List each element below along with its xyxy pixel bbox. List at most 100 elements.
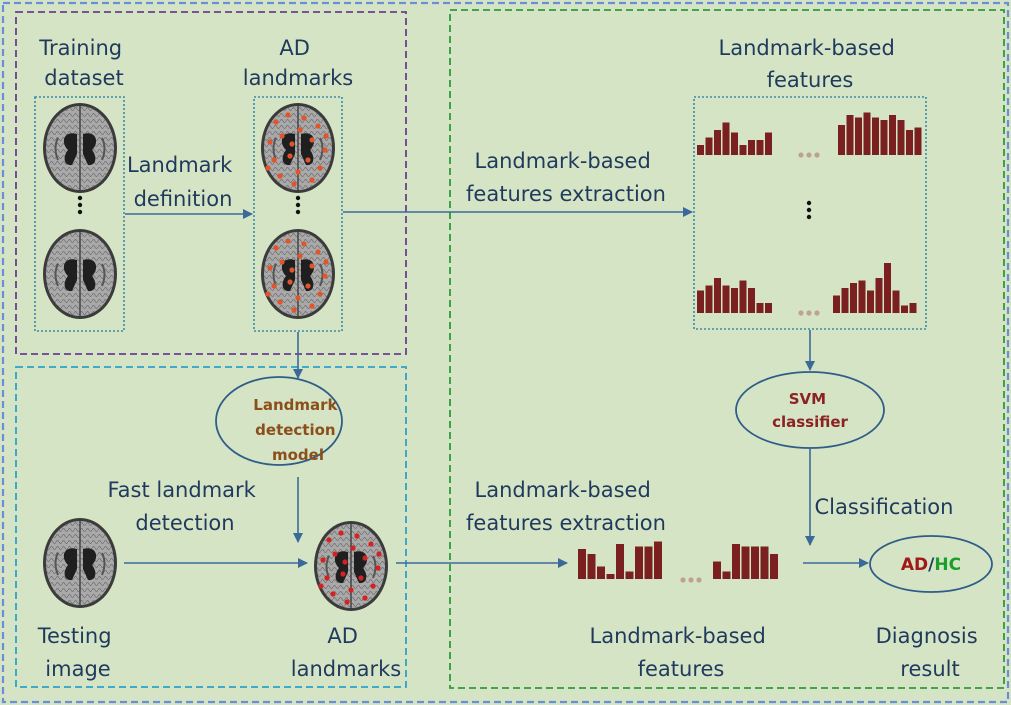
diagnosis-result-node <box>869 535 993 593</box>
histogram-bar <box>731 288 738 313</box>
detected-landmark-brain <box>313 520 389 612</box>
label-detection-model: Landmark detection model <box>253 396 342 464</box>
histogram-bar <box>901 305 908 313</box>
histogram-top-row1-left <box>697 122 772 155</box>
histogram-bar <box>597 566 605 579</box>
label-training-dataset: Training dataset <box>38 36 129 90</box>
training-frame <box>15 11 407 355</box>
label-result-ad-hc: AD/HC <box>901 555 961 575</box>
label-landmark-definition: Landmark definition <box>127 153 239 211</box>
horizontal-ellipsis-bottom <box>680 577 702 583</box>
label-features-extraction-bottom: Landmark-based features extraction <box>466 478 666 535</box>
histogram-bar <box>722 122 730 155</box>
histogram-bar <box>850 283 857 313</box>
histogram-bar <box>713 561 721 579</box>
histogram-bar <box>722 571 731 579</box>
horizontal-ellipsis-row2 <box>798 310 820 316</box>
result-ad-text: AD <box>901 555 928 575</box>
histogram-bar <box>587 554 596 579</box>
histogram-bar <box>748 140 755 155</box>
histogram-bar <box>654 541 662 579</box>
histogram-bar <box>625 571 634 579</box>
vertical-ellipsis-features <box>806 200 812 220</box>
histogram-bar <box>909 303 917 313</box>
label-testing-image: Testing image <box>37 624 119 681</box>
histogram-bar <box>760 546 769 579</box>
histogram-bar <box>855 117 862 155</box>
histogram-bar <box>906 130 913 155</box>
histogram-bar <box>697 290 704 313</box>
histogram-bar <box>739 145 747 155</box>
vertical-ellipsis-training <box>77 195 83 215</box>
features-box <box>693 96 927 330</box>
label-svm-classifier: SVM classifier <box>772 390 848 431</box>
label-classification: Classification <box>815 495 954 519</box>
histogram-top-row2-left <box>697 278 772 313</box>
histogram-bar <box>714 130 721 155</box>
histogram-bar <box>863 112 871 155</box>
histogram-bar <box>833 295 840 313</box>
label-landmark-features-top: Landmark-based features <box>719 36 902 92</box>
ad-landmarks-box <box>253 96 343 332</box>
histogram-bar <box>889 115 896 155</box>
histogram-bottom-right <box>713 544 778 579</box>
histogram-bar <box>714 278 721 313</box>
histogram-bar <box>731 132 738 155</box>
histogram-bar <box>606 574 615 579</box>
histogram-bar <box>722 285 730 313</box>
histogram-bar <box>880 120 888 155</box>
histogram-top-row2-right <box>833 263 917 313</box>
histogram-bar <box>739 280 747 313</box>
histogram-bar <box>748 288 755 313</box>
histogram-bar <box>875 278 883 313</box>
vertical-ellipsis-landmarks <box>295 195 301 215</box>
histogram-bar <box>635 546 643 579</box>
histogram-bar <box>732 544 740 579</box>
training-images-box <box>34 96 125 332</box>
histogram-bar <box>705 285 713 313</box>
testing-brain <box>42 517 118 609</box>
histogram-bar <box>770 554 778 579</box>
histogram-bar <box>892 290 900 313</box>
histogram-bar <box>756 140 764 155</box>
histogram-bar <box>697 145 704 155</box>
histogram-bar <box>841 288 849 313</box>
result-separator: / <box>928 555 935 575</box>
training-brain-2 <box>42 228 118 320</box>
histogram-bottom-left <box>578 541 662 579</box>
histogram-bar <box>914 127 922 155</box>
histogram-bar <box>838 125 845 155</box>
result-hc-text: HC <box>934 555 961 575</box>
histogram-bar <box>705 137 713 155</box>
histogram-bar <box>884 263 891 313</box>
histogram-bar <box>897 120 905 155</box>
training-brain-1 <box>42 102 118 194</box>
histogram-bar <box>858 280 866 313</box>
histogram-bar <box>872 117 879 155</box>
label-features-extraction-top: Landmark-based features extraction <box>466 149 666 206</box>
histogram-top-row1-right <box>838 112 922 155</box>
label-diagnosis-result: Diagnosis result <box>876 624 985 681</box>
label-ad-landmarks-bottom: AD landmarks <box>291 624 401 681</box>
histogram-bar <box>846 115 854 155</box>
label-landmark-features-bottom: Landmark-based features <box>590 624 773 681</box>
classification-frame <box>449 9 1005 689</box>
testing-frame <box>15 366 407 688</box>
horizontal-ellipsis-row1 <box>798 152 820 158</box>
histogram-bar <box>644 546 653 579</box>
label-ad-landmarks-top: AD landmarks <box>243 36 353 90</box>
landmark-brain-2 <box>260 228 336 320</box>
histogram-bar <box>751 546 759 579</box>
histogram-bar <box>741 546 750 579</box>
histogram-bar <box>578 549 586 579</box>
label-fast-landmark-detection: Fast landmark detection <box>107 478 262 535</box>
histogram-bar <box>756 303 764 313</box>
histogram-bar <box>867 290 874 313</box>
histogram-bar <box>765 132 772 155</box>
histogram-bar <box>616 544 624 579</box>
detection-model-node <box>215 376 343 466</box>
landmark-brain-1 <box>260 102 336 194</box>
